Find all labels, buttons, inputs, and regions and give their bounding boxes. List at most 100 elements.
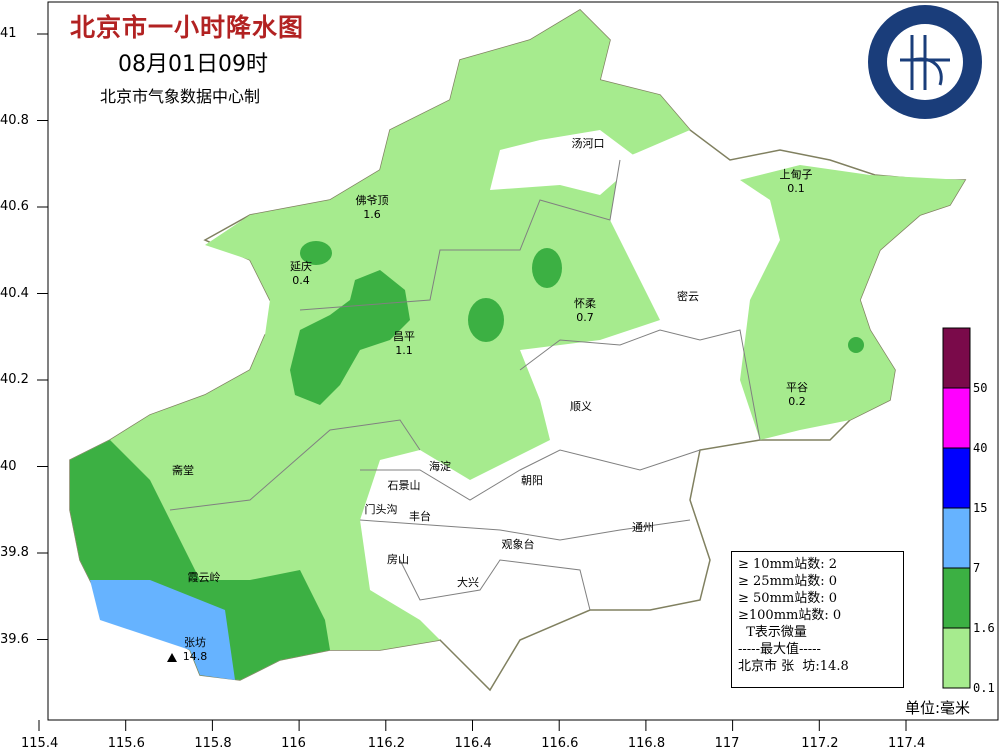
station-name: 延庆 bbox=[290, 260, 312, 273]
station-name: 门头沟 bbox=[364, 503, 398, 516]
colorbar-segment bbox=[942, 447, 971, 509]
y-tick-label: 40 bbox=[0, 458, 17, 474]
rain-area-green bbox=[468, 298, 504, 342]
station-name: 上甸子 bbox=[779, 168, 813, 181]
stats-line: 北京市 张 坊:14.8 bbox=[738, 659, 849, 674]
station-name: 张坊 bbox=[184, 636, 206, 649]
legend-label: 15 bbox=[973, 501, 988, 515]
colorbar-segment bbox=[942, 387, 971, 449]
station-name: 汤河口 bbox=[571, 137, 605, 150]
map-title: 北京市一小时降水图 bbox=[70, 13, 305, 42]
station-value: 1.1 bbox=[395, 344, 413, 357]
legend-label: 7 bbox=[973, 561, 981, 575]
station-value: 0.2 bbox=[788, 395, 806, 408]
legend-label: 0.1 bbox=[973, 681, 995, 695]
station-value: 0.4 bbox=[292, 274, 310, 287]
y-tick-label: 40.2 bbox=[0, 372, 29, 387]
colorbar bbox=[942, 327, 971, 689]
station-value: 14.8 bbox=[182, 650, 208, 663]
rain-area-light-green-east bbox=[740, 165, 965, 440]
max-station-marker bbox=[167, 653, 177, 662]
stats-line: ≥100mm站数: 0 bbox=[738, 608, 842, 623]
rain-area-green bbox=[532, 248, 562, 288]
stats-line: ≥ 10mm站数: 2 bbox=[738, 557, 838, 572]
stats-line: ≥ 25mm站数: 0 bbox=[738, 574, 838, 589]
legend-unit: 单位:毫米 bbox=[905, 699, 971, 717]
station-label: 观象台 bbox=[502, 538, 535, 552]
station-label: 张坊 14.8 bbox=[183, 636, 208, 664]
station-label: 朝阳 bbox=[521, 474, 543, 488]
x-tick-label: 116.6 bbox=[541, 736, 579, 751]
station-name: 朝阳 bbox=[521, 474, 543, 487]
legend-label: 50 bbox=[973, 381, 988, 395]
x-tick-label: 116.2 bbox=[367, 736, 406, 751]
stats-line: -----最大值----- bbox=[738, 642, 821, 657]
legend-label: 40 bbox=[973, 441, 988, 455]
station-name: 房山 bbox=[387, 553, 409, 566]
logo bbox=[868, 5, 982, 119]
x-tick-label: 116 bbox=[281, 736, 306, 751]
stats-line: ≥ 50mm站数: 0 bbox=[738, 591, 838, 606]
station-label: 房山 bbox=[387, 553, 409, 567]
station-value: 0.7 bbox=[576, 311, 594, 324]
colorbar-segment bbox=[942, 327, 971, 389]
station-name: 平谷 bbox=[786, 381, 808, 394]
station-name: 大兴 bbox=[457, 576, 479, 589]
rain-area-green bbox=[848, 337, 864, 353]
station-label: 门头沟 bbox=[365, 503, 398, 517]
colorbar-segment bbox=[942, 627, 971, 689]
station-name: 丰台 bbox=[409, 510, 431, 523]
dry-patch bbox=[490, 130, 640, 195]
station-label: 海淀 bbox=[429, 460, 451, 474]
y-tick-label: 40.8 bbox=[0, 112, 29, 128]
station-label: 霞云岭 bbox=[188, 571, 221, 585]
x-tick-label: 117.4 bbox=[888, 736, 926, 751]
map-time: 08月01日09时 bbox=[118, 52, 268, 77]
station-value: 1.6 bbox=[363, 208, 381, 221]
rain-area-green-sw bbox=[70, 440, 330, 680]
station-stats-box: ≥ 10mm站数: 2 ≥ 25mm站数: 0 ≥ 50mm站数: 0 ≥100… bbox=[731, 551, 904, 688]
y-tick-label: 40.4 bbox=[0, 285, 29, 301]
station-name: 顺义 bbox=[570, 400, 592, 413]
map-producer: 北京市气象数据中心制 bbox=[100, 87, 261, 106]
x-tick-label: 115.4 bbox=[21, 736, 59, 751]
station-name: 石景山 bbox=[387, 479, 421, 492]
station-name: 通州 bbox=[632, 521, 654, 534]
station-label: 通州 bbox=[632, 521, 654, 535]
station-label: 丰台 bbox=[409, 510, 431, 524]
district-borders bbox=[169, 159, 761, 611]
station-label: 斋堂 bbox=[172, 464, 194, 478]
y-tick-label: 39.8 bbox=[0, 545, 29, 560]
colorbar-segment bbox=[942, 507, 971, 569]
colorbar-segment bbox=[942, 567, 971, 629]
y-tick-label: 40.6 bbox=[0, 199, 29, 214]
station-label: 延庆 0.4 bbox=[290, 260, 312, 288]
station-label: 昌平 1.1 bbox=[393, 330, 415, 358]
station-name: 佛爷顶 bbox=[355, 194, 389, 207]
axis-ticks bbox=[37, 33, 907, 731]
x-tick-label: 115.6 bbox=[107, 736, 145, 751]
station-label: 顺义 bbox=[570, 400, 592, 414]
station-label: 怀柔 0.7 bbox=[574, 297, 596, 325]
station-name: 观象台 bbox=[501, 538, 535, 551]
station-name: 霞云岭 bbox=[187, 571, 221, 584]
x-tick-label: 117.2 bbox=[801, 736, 839, 751]
station-label: 汤河口 bbox=[572, 137, 605, 151]
station-name: 昌平 bbox=[393, 330, 415, 343]
station-name: 海淀 bbox=[429, 460, 451, 473]
x-tick-label: 115.8 bbox=[194, 736, 232, 751]
station-label: 大兴 bbox=[457, 576, 479, 590]
rain-area-blue bbox=[90, 580, 235, 680]
stats-line: T表示微量 bbox=[738, 625, 807, 640]
station-label: 上甸子 0.1 bbox=[780, 168, 813, 196]
station-name: 斋堂 bbox=[172, 464, 194, 477]
rain-area-green bbox=[300, 241, 332, 265]
station-label: 石景山 bbox=[388, 479, 421, 493]
station-label: 平谷 0.2 bbox=[786, 381, 808, 409]
station-label: 佛爷顶 1.6 bbox=[356, 194, 389, 222]
station-name: 怀柔 bbox=[574, 297, 596, 310]
station-value: 0.1 bbox=[787, 182, 805, 195]
y-tick-label: 41 bbox=[0, 26, 17, 41]
